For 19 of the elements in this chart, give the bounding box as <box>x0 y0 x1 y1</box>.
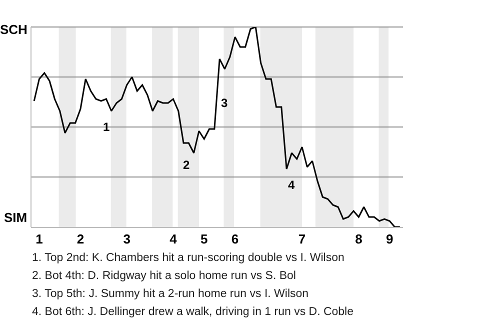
annotation: 2 <box>183 158 190 172</box>
text: SCH <box>0 22 28 37</box>
x-tick-label: 5 <box>200 232 208 247</box>
text: 4. Bot 6th: J. Dellinger drew a walk, driving in 1 run vs D. Coble <box>32 306 354 318</box>
x-tick-label: 3 <box>123 232 130 247</box>
x-tick-label: 4 <box>170 232 178 247</box>
annotation: 4 <box>288 178 295 192</box>
x-tick-label: 8 <box>355 232 362 247</box>
text: 1. Top 2nd: K. Chambers hit a run-scoring double vs I. Wilson <box>32 252 344 264</box>
x-tick-label: 1 <box>36 232 43 247</box>
x-tick-label: 6 <box>231 232 239 247</box>
annotation: 1 <box>103 120 110 134</box>
text: 2. Bot 4th: D. Ridgway hit a solo home run vs S. Bol <box>32 270 296 282</box>
annotation: 3 <box>221 96 228 110</box>
text: 3. Top 5th: J. Summy hit a 2-run home run vs I. Wilson <box>32 288 309 300</box>
x-tick-label: 7 <box>298 232 306 247</box>
x-tick-label: 9 <box>386 232 394 247</box>
text: SIM <box>4 210 28 225</box>
x-tick-label: 2 <box>76 232 84 247</box>
